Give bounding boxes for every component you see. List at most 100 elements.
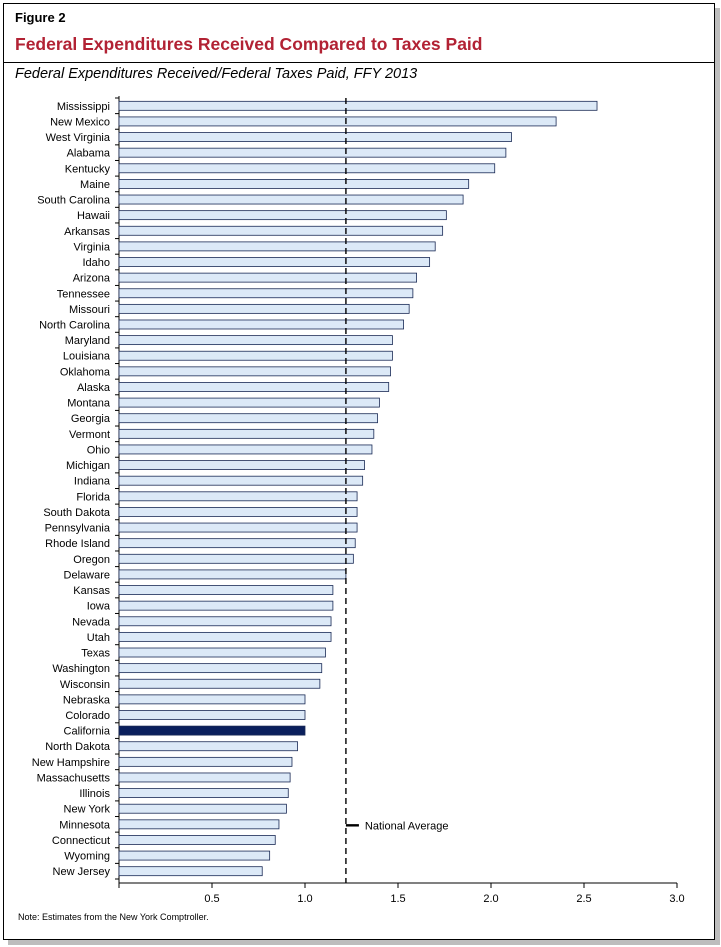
category-label: Washington: [52, 663, 110, 675]
x-tick-label: 2.0: [483, 893, 498, 904]
bar: [118, 335, 393, 346]
bar: [118, 631, 332, 642]
category-label: Kansas: [73, 585, 110, 597]
category-label: Ohio: [87, 444, 110, 456]
bar: [118, 241, 436, 252]
figure-title: Federal Expenditures Received Compared t…: [15, 34, 483, 54]
bar: [118, 428, 375, 439]
bar: [118, 179, 470, 189]
category-label: Mississippi: [57, 101, 110, 113]
category-label: Nevada: [72, 616, 111, 628]
bar: [118, 288, 414, 299]
bar: [118, 553, 354, 564]
category-label: Maryland: [65, 335, 110, 347]
source-note: Note: Estimates from the New York Comptr…: [18, 912, 209, 922]
bar: [118, 850, 271, 861]
category-label: Alaska: [77, 382, 111, 394]
category-label: New Hampshire: [32, 757, 110, 769]
title-divider: [4, 62, 714, 63]
category-label: Tennessee: [57, 288, 110, 300]
bar: [118, 772, 291, 783]
bar: [118, 272, 418, 283]
bar: [118, 678, 321, 689]
bar: [118, 382, 390, 392]
category-label: Oregon: [73, 554, 110, 566]
bar: [118, 460, 365, 470]
category-label: North Carolina: [39, 319, 111, 331]
category-label: Montana: [67, 398, 111, 410]
category-label: Virginia: [74, 241, 111, 253]
bar: [118, 866, 263, 877]
bar: [118, 132, 512, 142]
category-label: West Virginia: [46, 132, 111, 144]
bar: [118, 100, 598, 111]
category-label: Rhode Island: [45, 538, 110, 550]
bar: [118, 569, 347, 580]
bar: [118, 194, 464, 205]
category-label: Louisiana: [63, 351, 111, 363]
national-average-label: National Average: [365, 820, 449, 832]
category-label: Florida: [76, 491, 111, 503]
category-label: Delaware: [64, 569, 110, 581]
bar: [118, 210, 447, 221]
bar: [118, 147, 507, 158]
category-label: Maine: [80, 179, 110, 191]
bar: [118, 600, 334, 611]
bar: [118, 694, 306, 705]
bar: [118, 303, 410, 314]
category-label: Wyoming: [64, 851, 110, 863]
bar: [118, 475, 364, 486]
x-tick-label: 1.5: [390, 893, 405, 904]
bar: [118, 756, 293, 767]
category-label: New York: [64, 804, 111, 816]
category-label: South Carolina: [37, 195, 111, 207]
category-label: New Mexico: [50, 116, 110, 128]
bar: [118, 647, 326, 658]
bar: [118, 522, 358, 533]
category-label: Arkansas: [64, 226, 110, 238]
bar: [118, 163, 496, 174]
bar: [118, 366, 391, 377]
category-label: Kentucky: [65, 163, 111, 175]
category-label: Texas: [81, 648, 110, 660]
bar: [118, 835, 276, 845]
category-label: Pennsylvania: [45, 523, 111, 535]
x-tick-label: 3.0: [669, 893, 684, 904]
category-label: North Dakota: [45, 741, 111, 753]
bar: [118, 444, 373, 455]
bar: [118, 585, 334, 595]
category-label: Nebraska: [63, 694, 111, 706]
x-tick-label: 1.0: [297, 893, 312, 904]
category-label: Michigan: [66, 460, 110, 472]
chart-subtitle: Federal Expenditures Received/Federal Ta…: [15, 66, 418, 82]
bar: [118, 741, 298, 752]
bar: [118, 225, 444, 236]
bar: [118, 819, 280, 830]
bar-highlight: [118, 725, 306, 736]
category-label: California: [64, 726, 111, 738]
bar: [118, 350, 393, 361]
category-label: Georgia: [71, 413, 111, 425]
category-label: Hawaii: [77, 210, 110, 222]
category-label: South Dakota: [43, 507, 111, 519]
category-label: Oklahoma: [60, 366, 111, 378]
category-label: Colorado: [65, 710, 110, 722]
bar: [118, 319, 404, 330]
category-label: New Jersey: [53, 866, 111, 878]
bar: [118, 538, 356, 549]
category-label: Illinois: [79, 788, 110, 800]
category-label: Indiana: [74, 476, 111, 488]
category-label: Alabama: [67, 148, 111, 160]
figure-frame: Figure 2 Federal Expenditures Received C…: [3, 3, 715, 940]
category-label: Missouri: [69, 304, 110, 316]
category-label: Idaho: [82, 257, 110, 269]
bar-chart: Mississippi New Mexico West Virginia Alabam…: [32, 96, 685, 904]
bar: [118, 803, 287, 814]
x-tick-label: 0.5: [204, 893, 219, 904]
figure-label: Figure 2: [15, 10, 66, 25]
category-label: Iowa: [87, 601, 111, 613]
bar: [118, 116, 557, 127]
bar: [118, 491, 358, 502]
category-label: Minnesota: [59, 819, 111, 831]
category-label: Vermont: [69, 429, 110, 441]
